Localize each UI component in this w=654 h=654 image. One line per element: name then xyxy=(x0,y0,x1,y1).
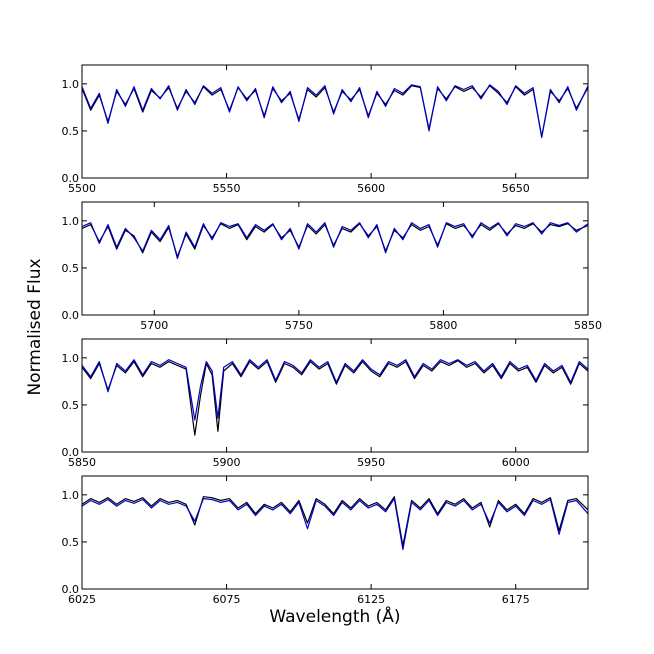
x-tick-label: 6075 xyxy=(213,593,241,606)
x-tick-label: 5750 xyxy=(285,319,313,332)
spectrum-panel-4: 6025 6075 6125 6175 0.0 0.5 1.0 xyxy=(62,475,589,606)
spectrum-panel-3: 5850 5900 5950 6000 0.0 0.5 1.0 xyxy=(62,338,589,469)
x-tick-label: 5850 xyxy=(574,319,602,332)
panel-frame xyxy=(81,64,589,179)
x-tick-label: 6175 xyxy=(502,593,530,606)
x-tick-label: 5500 xyxy=(68,182,96,195)
panel-frame xyxy=(81,201,589,316)
x-tick-label: 5850 xyxy=(68,456,96,469)
y-tick-label: 0.0 xyxy=(62,172,80,185)
panels: 5500 5550 5600 5650 0.0 0.5 1.0 5700 5750 5800 585… xyxy=(62,64,602,606)
x-axis-label: Wavelength (Å) xyxy=(269,605,400,627)
y-tick-label: 1.0 xyxy=(62,352,80,365)
spectrum-line-3-model xyxy=(81,359,589,421)
x-tick-label: 6025 xyxy=(68,593,96,606)
spectrum-panel-2: 5700 5750 5800 5850 0.0 0.5 1.0 xyxy=(62,201,602,332)
x-tick-label: 5800 xyxy=(429,319,457,332)
y-tick-label: 0.5 xyxy=(62,125,80,138)
y-tick-label: 0.0 xyxy=(62,583,80,596)
spectrum-line-1-model xyxy=(81,84,589,139)
spectrum-line-2-model xyxy=(81,222,589,260)
x-tick-label: 5600 xyxy=(357,182,385,195)
x-tick-label: 5900 xyxy=(213,456,241,469)
x-tick-label: 6000 xyxy=(502,456,530,469)
y-tick-label: 1.0 xyxy=(62,78,80,91)
y-axis-label: Normalised Flux xyxy=(25,258,45,395)
spectrum-panel-1: 5500 5550 5600 5650 0.0 0.5 1.0 xyxy=(62,64,589,195)
x-tick-label: 5950 xyxy=(357,456,385,469)
spectrum-line-4-model xyxy=(81,498,589,551)
y-tick-label: 0.0 xyxy=(62,309,80,322)
x-tick-label: 5700 xyxy=(140,319,168,332)
panel-frame xyxy=(81,475,589,590)
x-tick-label: 5650 xyxy=(502,182,530,195)
x-tick-label: 6125 xyxy=(357,593,385,606)
y-tick-label: 0.5 xyxy=(62,262,80,275)
spectrum-line-4-observed xyxy=(81,496,589,547)
y-tick-label: 0.5 xyxy=(62,536,80,549)
y-tick-label: 0.0 xyxy=(62,446,80,459)
y-tick-label: 1.0 xyxy=(62,215,80,228)
y-tick-label: 0.5 xyxy=(62,399,80,412)
y-tick-label: 1.0 xyxy=(62,489,80,502)
panel-frame xyxy=(81,338,589,453)
spectrum-line-3-observed xyxy=(81,360,589,436)
x-tick-label: 5550 xyxy=(213,182,241,195)
